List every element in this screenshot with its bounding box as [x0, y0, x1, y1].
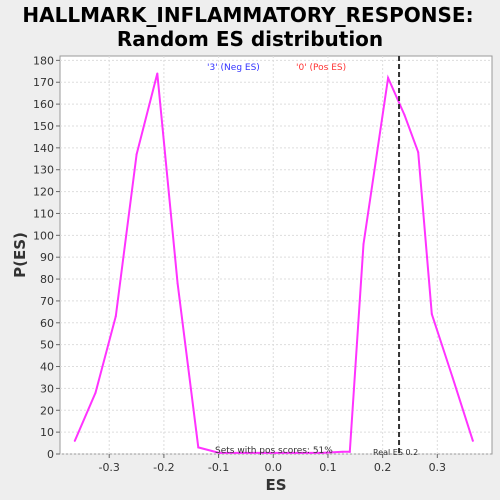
y-axis-ticks: 0 10 20 30 40 50 60 70 80 90 100 110 120 130 140 150 160…: [33, 54, 60, 461]
data-point: [387, 76, 390, 79]
y-tick-label: 130: [33, 164, 54, 177]
data-point: [471, 439, 474, 442]
y-tick-label: 110: [33, 207, 54, 220]
data-point: [348, 450, 351, 453]
data-point: [451, 376, 454, 379]
data-point: [362, 243, 365, 246]
x-tick-label: 0.1: [319, 461, 337, 474]
data-point: [197, 446, 200, 449]
data-point: [114, 315, 117, 318]
y-tick-label: 180: [33, 54, 54, 67]
neg-es-label: '3' (Neg ES): [207, 63, 260, 73]
x-tick-label: 0.3: [429, 461, 447, 474]
data-point: [156, 72, 159, 75]
real-es-label: Real ES 0.2: [373, 448, 418, 457]
y-tick-label: 160: [33, 98, 54, 111]
y-tick-label: 70: [40, 295, 54, 308]
x-tick-label: 0.2: [374, 461, 392, 474]
chart-title-line-2: Random ES distribution: [117, 27, 383, 51]
y-tick-label: 0: [47, 448, 54, 461]
data-point: [73, 439, 76, 442]
y-tick-label: 50: [40, 339, 54, 352]
series-group: [73, 72, 474, 454]
y-tick-label: 150: [33, 120, 54, 133]
data-point: [218, 451, 221, 454]
x-axis-ticks: -0.3 -0.2 -0.1 0.0 0.1 0.2 0.3: [98, 454, 446, 474]
data-point: [259, 451, 262, 454]
grid: [60, 56, 492, 455]
data-point: [300, 451, 303, 454]
data-point: [341, 450, 344, 453]
data-point: [135, 153, 138, 156]
y-tick-label: 90: [40, 251, 54, 264]
y-tick-label: 10: [40, 426, 54, 439]
y-tick-label: 60: [40, 317, 54, 330]
data-point: [417, 151, 420, 154]
x-axis-title: ES: [265, 476, 286, 494]
y-axis-title: P(ES): [11, 232, 29, 278]
y-tick-label: 20: [40, 404, 54, 417]
plot-area: [59, 55, 493, 455]
chart-title-line-1: HALLMARK_INFLAMMATORY_RESPONSE:: [22, 3, 473, 27]
pos-es-label: '0' (Pos ES): [296, 63, 346, 73]
x-tick-label: -0.2: [153, 461, 174, 474]
data-point: [279, 451, 282, 454]
x-tick-label: 0.0: [265, 461, 283, 474]
y-tick-label: 30: [40, 382, 54, 395]
x-tick-label: -0.1: [208, 461, 229, 474]
data-point: [320, 451, 323, 454]
y-tick-label: 170: [33, 76, 54, 89]
y-tick-label: 40: [40, 361, 54, 374]
pos-scores-label: Sets with pos scores: 51%: [215, 446, 333, 456]
y-tick-label: 100: [33, 229, 54, 242]
y-tick-label: 120: [33, 186, 54, 199]
data-point: [430, 313, 433, 316]
data-point: [238, 451, 241, 454]
y-tick-label: 80: [40, 273, 54, 286]
series-line: [73, 73, 474, 454]
data-point: [176, 282, 179, 285]
data-point: [94, 391, 97, 394]
y-tick-label: 140: [33, 142, 54, 155]
data-point: [403, 114, 406, 117]
x-tick-label: -0.3: [98, 461, 119, 474]
